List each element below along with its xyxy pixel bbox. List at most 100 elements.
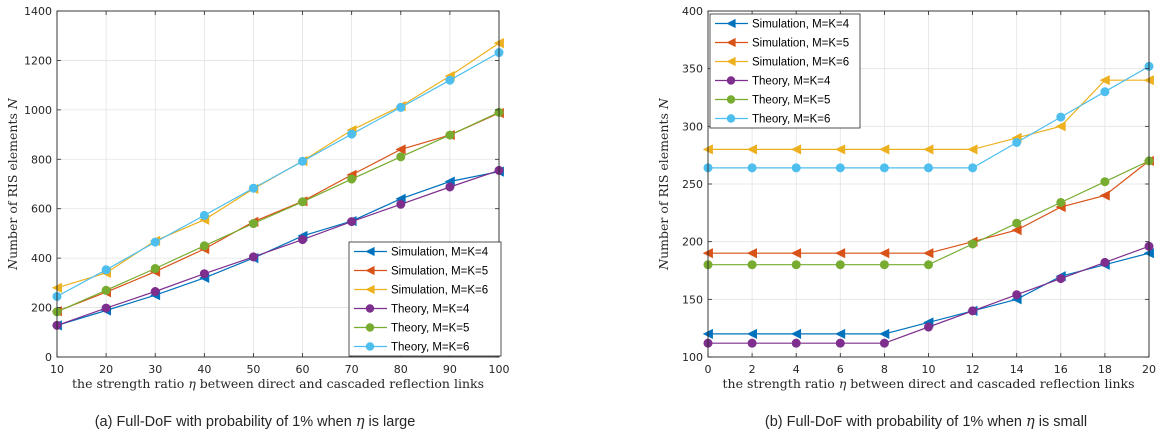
- y-tick-label: 800: [31, 153, 52, 166]
- data-point: [968, 239, 978, 249]
- data-point: [835, 144, 846, 155]
- data-point: [248, 183, 258, 193]
- data-point: [790, 328, 802, 340]
- x-tick-label: 0: [705, 363, 712, 376]
- data-point: [968, 163, 978, 173]
- y-tick-label: 350: [682, 63, 703, 76]
- legend-marker: [726, 18, 736, 29]
- data-point: [1056, 274, 1066, 284]
- data-point: [1012, 218, 1022, 228]
- data-point: [968, 306, 978, 316]
- x-tick-label: 40: [197, 363, 211, 376]
- data-point: [1099, 190, 1110, 201]
- data-point: [923, 144, 934, 155]
- series-line-2: [56, 112, 500, 312]
- series-line-6: [56, 51, 500, 297]
- data-point: [347, 174, 357, 184]
- y-tick-label: 400: [31, 252, 52, 265]
- data-point: [835, 328, 846, 340]
- data-point: [923, 248, 934, 259]
- data-point: [298, 235, 308, 245]
- x-axis-label: the strength ratio η between direct and …: [72, 376, 484, 391]
- series-line-1: [56, 171, 500, 326]
- data-point: [1100, 257, 1110, 267]
- chart-caption: (a) Full-DoF with probability of 1% when…: [95, 414, 416, 430]
- y-tick-label: 150: [682, 293, 703, 306]
- series-line-5: [56, 111, 500, 313]
- data-point: [1099, 75, 1110, 86]
- legend-entry: Theory, M=K=5: [391, 323, 469, 335]
- x-tick-label: 70: [345, 363, 359, 376]
- data-point: [790, 144, 802, 155]
- data-point: [835, 338, 845, 348]
- data-point: [879, 328, 890, 340]
- x-tick-label: 90: [443, 363, 457, 376]
- data-point: [150, 287, 160, 297]
- data-point: [445, 182, 455, 192]
- legend: [348, 241, 502, 357]
- legend-entry: Theory, M=K=6: [391, 342, 469, 354]
- x-tick-label: 20: [1142, 363, 1156, 376]
- data-point: [879, 163, 889, 173]
- data-point: [248, 252, 258, 262]
- data-point: [1012, 290, 1022, 300]
- data-point: [199, 269, 209, 279]
- data-point: [101, 285, 111, 295]
- data-point: [835, 260, 845, 270]
- x-tick-label: 18: [1098, 363, 1112, 376]
- data-point: [347, 217, 357, 227]
- data-point: [747, 163, 757, 173]
- x-axis-label: the strength ratio η between direct and …: [723, 376, 1135, 391]
- legend-marker: [365, 265, 375, 276]
- data-point: [879, 260, 889, 270]
- x-tick-label: 16: [1054, 363, 1068, 376]
- data-point: [248, 219, 258, 229]
- legend-marker: [365, 323, 375, 332]
- legend-marker: [726, 114, 736, 123]
- x-tick-label: 10: [50, 363, 64, 376]
- chart-a: 10 20 30 40 50 60 70 80 90 1000200400600800100012…: [5, 5, 510, 430]
- legend-marker: [365, 304, 375, 313]
- data-point: [1012, 137, 1022, 147]
- legend-marker: [726, 37, 736, 48]
- x-tick-label: 12: [966, 363, 980, 376]
- data-point: [747, 260, 757, 270]
- data-point: [1011, 225, 1022, 236]
- x-tick-label: 20: [99, 363, 113, 376]
- legend-entry: Simulation, M=K=6: [391, 285, 488, 297]
- data-point: [298, 197, 308, 207]
- y-tick-label: 1400: [24, 5, 52, 18]
- x-tick-label: 8: [881, 363, 888, 376]
- data-point: [746, 248, 758, 259]
- y-tick-label: 100: [682, 351, 703, 364]
- x-tick-label: 4: [793, 363, 800, 376]
- x-tick-label: 60: [296, 363, 310, 376]
- chart-b: 0 2 4 6 8 10 12 14 16 18 20 100 150 200 250 300 350 400 th…: [656, 5, 1156, 430]
- legend-marker: [365, 284, 375, 295]
- data-point: [396, 152, 406, 162]
- x-tick-label: 14: [1010, 363, 1024, 376]
- legend-marker: [726, 56, 736, 67]
- data-point: [747, 338, 757, 348]
- data-point: [791, 260, 801, 270]
- data-point: [1100, 177, 1110, 187]
- y-axis-label: Number of RIS elements N: [5, 97, 20, 271]
- legend-marker: [726, 76, 736, 85]
- data-point: [1056, 197, 1066, 207]
- data-point: [879, 144, 890, 155]
- legend-entry: Simulation, M=K=4: [391, 247, 489, 259]
- legend-marker: [726, 95, 736, 104]
- y-tick-label: 600: [31, 203, 52, 216]
- data-point: [1055, 121, 1066, 132]
- data-point: [150, 264, 160, 274]
- data-point: [835, 248, 846, 259]
- x-tick-label: 6: [837, 363, 844, 376]
- data-point: [445, 75, 455, 85]
- x-tick-label: 2: [749, 363, 756, 376]
- legend-entry: Theory, M=K=4: [752, 76, 831, 88]
- data-point: [199, 210, 209, 220]
- y-tick-label: 200: [682, 236, 703, 249]
- data-point: [298, 156, 308, 166]
- data-point: [1056, 112, 1066, 122]
